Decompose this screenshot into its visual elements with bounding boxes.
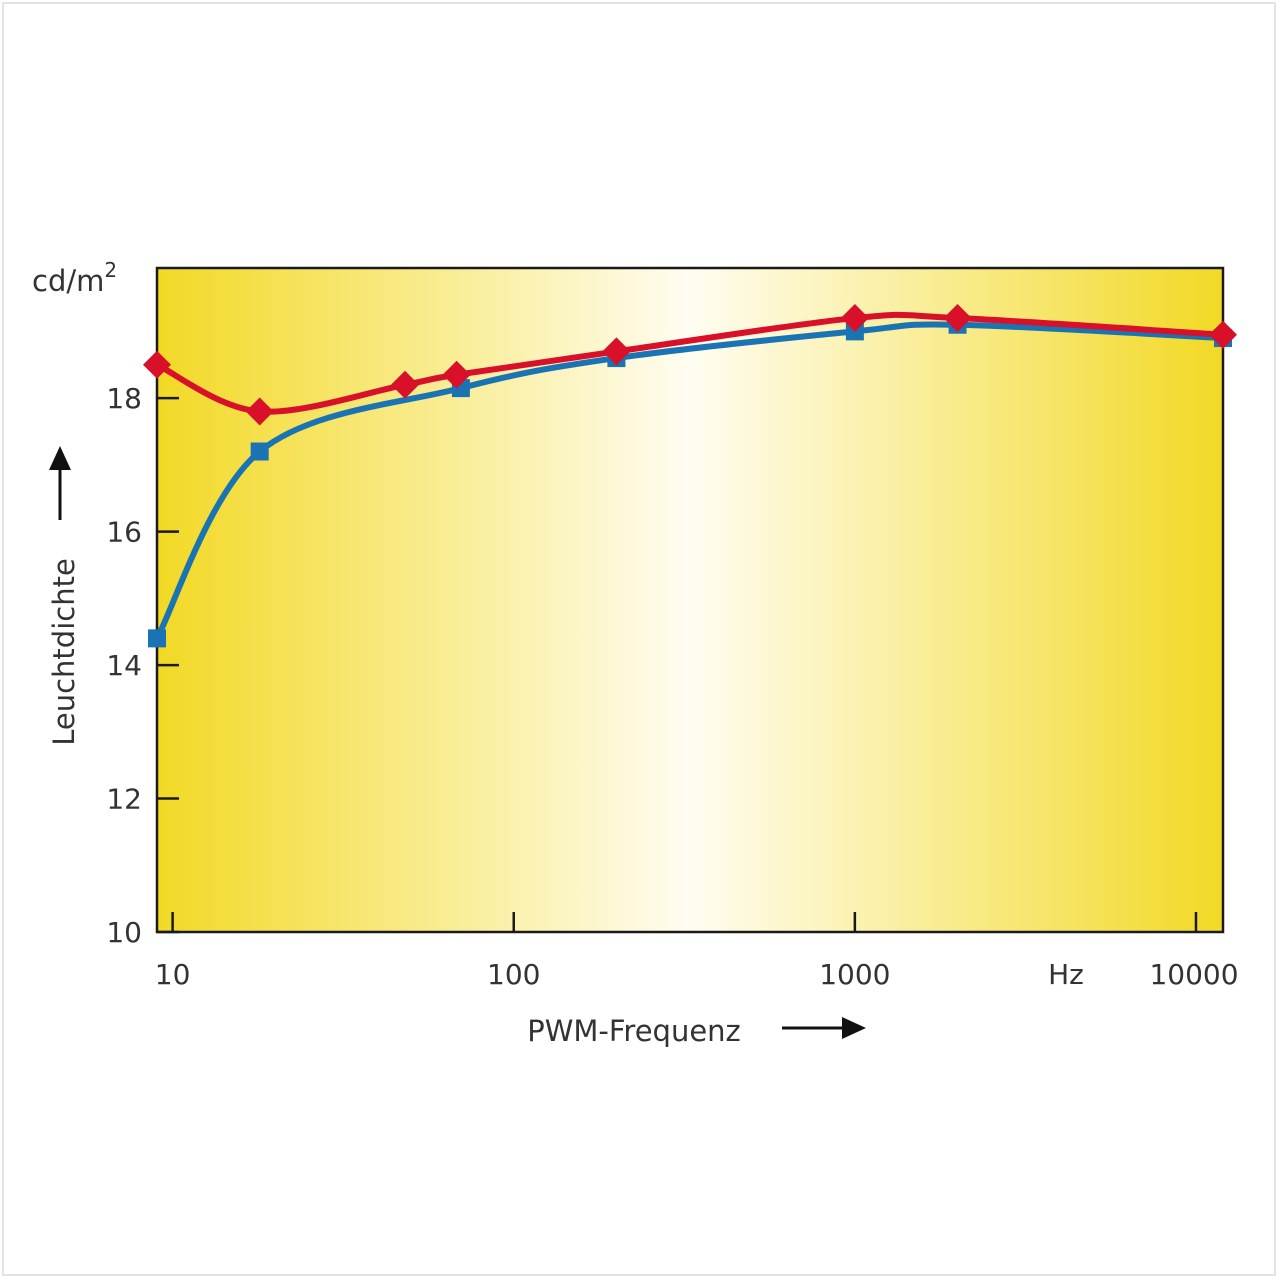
series-1-point <box>250 442 269 461</box>
series-2-point <box>442 360 471 389</box>
y-tick-label: 18 <box>106 382 142 415</box>
series-2-point <box>390 370 419 399</box>
series-2-point <box>143 350 171 379</box>
plot-area <box>155 266 1225 934</box>
series-markers <box>143 304 1237 648</box>
y-axis-arrow-icon <box>49 446 71 520</box>
y-tick-label: 14 <box>106 649 142 682</box>
x-tick-label: 10000 <box>1149 958 1238 991</box>
x-tick-label: 100 <box>487 958 540 991</box>
series-2-point <box>840 304 869 333</box>
y-tick-label: 10 <box>106 916 142 949</box>
y-tick-label: 16 <box>106 516 142 549</box>
x-tick-label: 1000 <box>819 958 890 991</box>
y-tick-label: 12 <box>106 783 142 816</box>
series-2-point <box>1209 320 1237 349</box>
series-2-point <box>245 397 274 426</box>
series-2-point <box>602 337 631 366</box>
luminance-vs-frequency-chart: cd/m2 Hz PWM-Frequenz Leuchtdichte 10 12 1… <box>32 258 1239 1048</box>
y-unit-label: cd/m2 <box>32 258 117 298</box>
x-unit-label: Hz <box>1048 958 1084 991</box>
series-2-point <box>943 304 972 333</box>
axis-ticks <box>157 396 1198 934</box>
x-axis-arrow-icon <box>782 1017 866 1039</box>
x-tick-label: 10 <box>155 958 191 991</box>
series-1-point <box>148 629 166 648</box>
y-axis-label: Leuchtdichte <box>47 558 81 746</box>
x-axis-label: PWM-Frequenz <box>527 1014 741 1048</box>
